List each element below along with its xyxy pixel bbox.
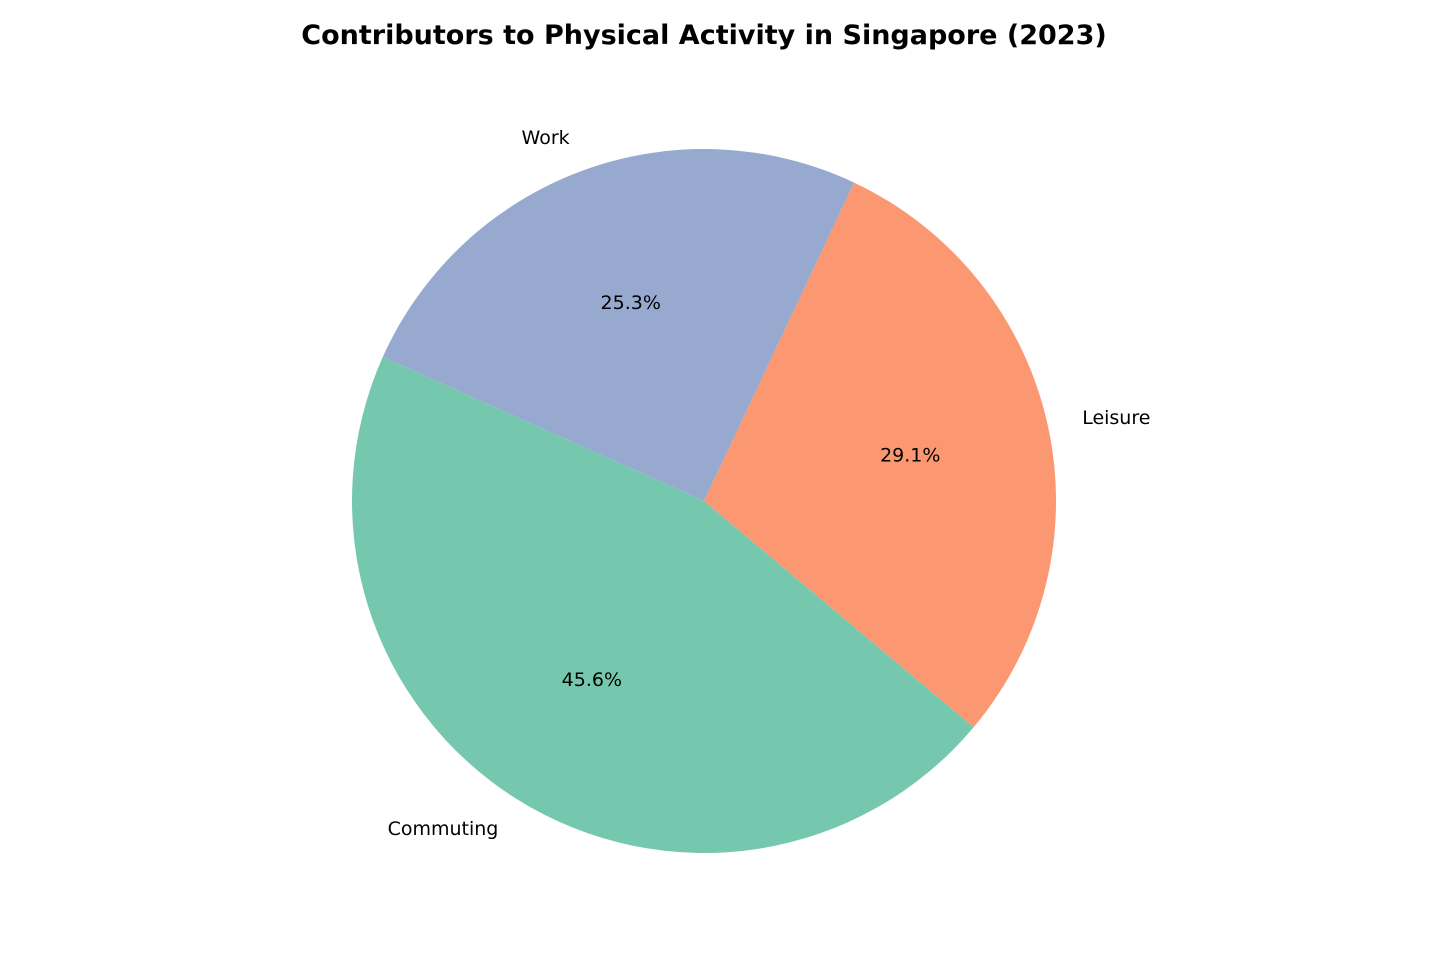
chart-title: Contributors to Physical Activity in Sin…: [301, 20, 1107, 51]
pie-percent-labels: 29.1% 25.3% 45.6%: [562, 292, 941, 691]
pie-slice-work: [382, 148, 855, 501]
pie-slice-leisure: [704, 182, 1056, 728]
pie-slice-commuting: [351, 356, 974, 854]
percent-label-work: 25.3%: [601, 292, 661, 314]
category-label-leisure: Leisure: [1082, 407, 1150, 429]
percent-label-commuting: 45.6%: [562, 669, 622, 691]
category-label-commuting: Commuting: [388, 818, 499, 840]
category-label-work: Work: [522, 127, 570, 149]
percent-label-leisure: 29.1%: [880, 445, 940, 467]
pie-slices: [351, 148, 1056, 854]
pie-category-labels: Leisure Work Commuting: [388, 127, 1151, 840]
